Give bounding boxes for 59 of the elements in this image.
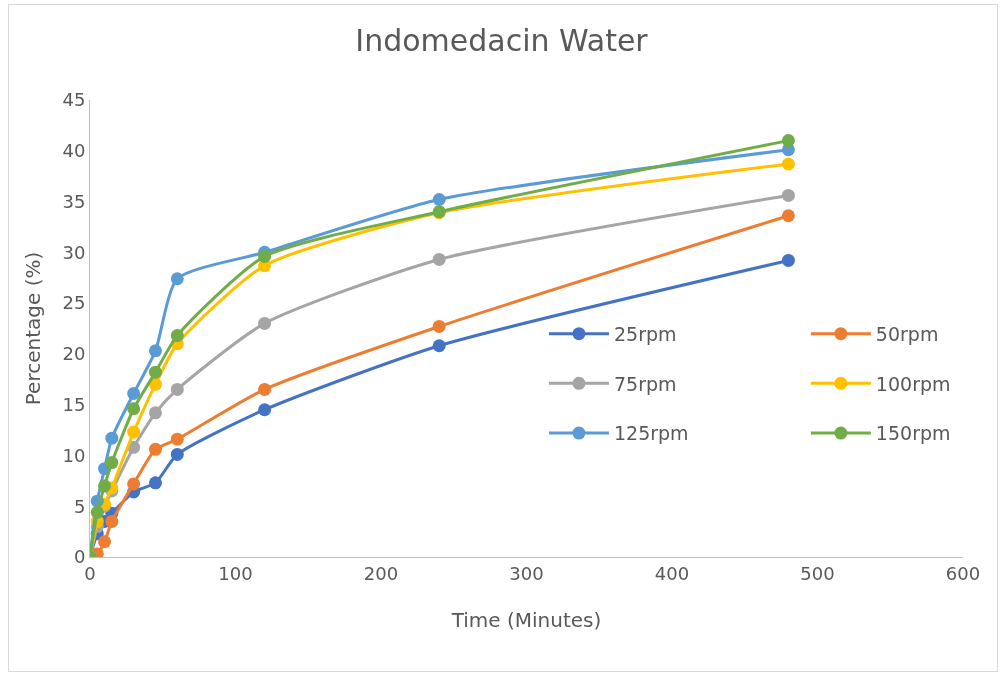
legend-label: 125rpm [613,422,689,445]
legend-label: 150rpm [875,422,951,445]
point [432,193,446,207]
y-tick-label: 10 [62,444,86,466]
x-tick-label: 200 [363,562,399,584]
x-tick-label: 600 [945,562,981,584]
legend-label: 100rpm [875,372,951,395]
point [781,134,795,148]
point [105,456,119,470]
point [170,329,184,343]
point [127,425,141,439]
point [170,272,184,286]
point [258,249,272,263]
point [148,365,162,379]
point [148,377,162,391]
point [148,476,162,490]
y-tick-label: 20 [62,343,86,365]
point [258,316,272,330]
point [148,344,162,358]
y-tick-label: 25 [62,292,86,314]
point [781,209,795,223]
point [98,479,112,493]
point [148,442,162,456]
point [432,252,446,266]
point [781,157,795,171]
y-tick-label: 30 [62,241,86,263]
legend-label: 75rpm [613,372,677,395]
x-tick-label: 100 [218,562,253,584]
x-axis-title: Time (Minutes) [450,608,602,632]
point [781,188,795,202]
x-tick-label: 400 [654,562,690,584]
y-tick-label: 40 [62,140,86,162]
y-tick-label: 0 [73,546,86,568]
point [170,382,184,396]
point [105,431,119,445]
point [98,535,112,549]
point [432,339,446,353]
point [781,253,795,267]
point [170,432,184,446]
point [170,447,184,461]
y-tick-label: 5 [73,495,86,517]
point [258,382,272,396]
point [432,319,446,333]
y-axis-title: Percentage (%) [21,251,45,406]
legend-label: 25rpm [613,323,677,346]
y-tick-label: 35 [62,190,86,212]
chart-title: Indomedacin Water [355,23,649,59]
legend-label: 50rpm [875,323,939,346]
point [258,403,272,417]
y-tick-label: 45 [62,89,86,111]
point [90,505,104,519]
point [127,387,141,400]
point [148,406,162,420]
x-tick-label: 300 [509,562,544,584]
x-tick-label: 500 [800,562,835,584]
point [105,514,119,528]
point [127,477,141,491]
point [127,402,141,416]
y-tick-label: 15 [62,393,86,415]
